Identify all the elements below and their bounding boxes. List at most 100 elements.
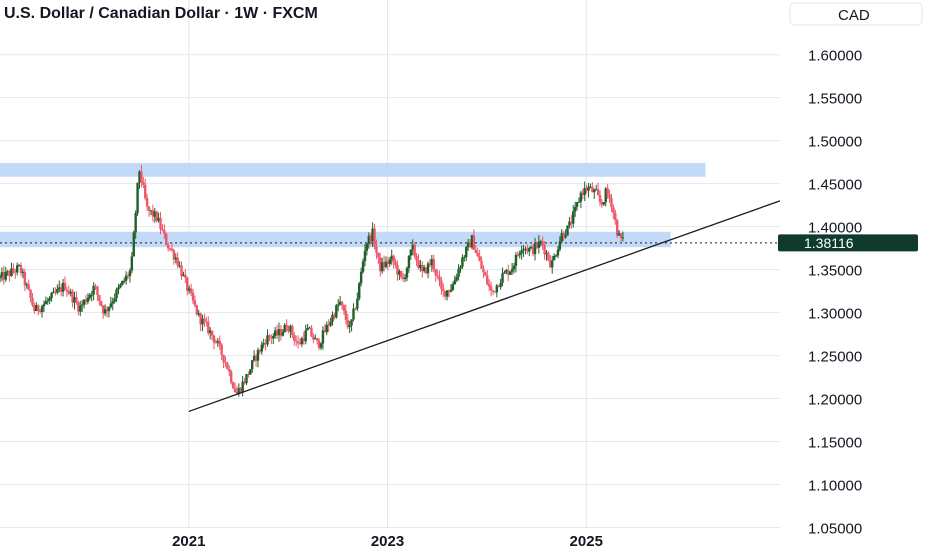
candle-body [136, 182, 139, 214]
candle-body [501, 273, 504, 283]
candle-body [191, 292, 195, 301]
candle-body [552, 256, 556, 261]
candle-body [50, 293, 53, 299]
candle-body [455, 276, 458, 281]
candle-body [432, 259, 435, 269]
candle-body [361, 261, 365, 272]
candle-body [256, 349, 260, 361]
price-axis-panel[interactable] [780, 0, 932, 550]
candle-body [121, 280, 124, 285]
candle-body [384, 261, 388, 268]
candle-body [80, 304, 84, 306]
candle-body [44, 301, 48, 305]
candle-body [382, 262, 386, 268]
candle-body [0, 272, 4, 277]
candle-body [398, 271, 401, 275]
candle-body [445, 290, 449, 297]
resistance-zone-1[interactable] [0, 231, 671, 248]
candle-body [442, 288, 445, 291]
candle-body [25, 284, 28, 286]
candle-body [176, 257, 179, 266]
candle-body [476, 252, 479, 257]
candle-body [472, 235, 476, 250]
candle-body [543, 245, 546, 255]
candle-body [262, 343, 265, 345]
candle-body [333, 314, 336, 318]
ascending-trendline[interactable] [188, 200, 781, 413]
candle-body [424, 267, 428, 274]
candle-body [260, 344, 263, 352]
candle-body [474, 249, 477, 253]
candle-body [470, 235, 474, 248]
candle-body [145, 198, 149, 207]
candle-body [380, 262, 384, 272]
candle-body [363, 250, 367, 262]
candle-body [589, 186, 592, 188]
candle-body [214, 342, 218, 344]
resistance-zone-0[interactable] [0, 163, 706, 177]
candle-body [493, 291, 497, 293]
candle-body [241, 381, 244, 392]
candle-body [100, 301, 103, 306]
candle-body [489, 286, 493, 291]
candle-body [42, 304, 46, 307]
candle-body [426, 263, 430, 274]
candle-body [369, 235, 372, 242]
candle-body [512, 265, 516, 270]
candle-body [109, 303, 113, 308]
candle-body [407, 255, 411, 269]
candle-body [377, 252, 380, 258]
candle-body [545, 252, 548, 255]
last-price-label: 1.38116 [804, 235, 854, 251]
candle-body [306, 327, 309, 331]
candle-body [144, 184, 147, 199]
time-tick-label-0: 2021 [172, 533, 205, 550]
candle-body [600, 202, 604, 205]
candle-body [134, 213, 137, 233]
currency-button-bg[interactable] [789, 2, 923, 26]
candle-body [375, 246, 378, 253]
candle-body [293, 335, 296, 341]
candle-body [400, 271, 403, 278]
candle-body [155, 211, 158, 221]
candle-body [436, 275, 439, 277]
candle-body [447, 290, 451, 292]
candle-body [40, 306, 44, 312]
candle-body [461, 257, 464, 267]
candle-body [2, 272, 6, 280]
candle-body [415, 255, 418, 261]
candle-body [617, 233, 621, 236]
candle-body [358, 283, 361, 299]
candle-body [207, 321, 210, 334]
candle-body [12, 268, 15, 272]
candle-body [298, 343, 302, 345]
candle-body [184, 274, 187, 278]
candle-body [434, 268, 437, 276]
candle-body [203, 318, 206, 322]
candle-body [128, 270, 132, 277]
time-axis: 2021 2023 2025 [172, 533, 603, 550]
candle-body [138, 171, 141, 183]
candle-body [222, 354, 225, 363]
candle-body [419, 264, 422, 268]
candle-body [273, 330, 277, 337]
candle-body [178, 265, 181, 267]
candle-body [583, 187, 586, 195]
candle-body [417, 260, 420, 268]
candle-body [468, 242, 472, 248]
candle-body [15, 265, 19, 273]
candle-body [388, 259, 392, 264]
candle-body [480, 260, 483, 269]
candle-body [197, 313, 200, 315]
candle-body [612, 207, 615, 213]
candle-body [327, 324, 330, 326]
candle-body [153, 211, 156, 217]
candle-body [37, 305, 40, 311]
candle-body [302, 338, 306, 342]
candle-body [606, 188, 609, 195]
candle-body [421, 264, 424, 272]
candle-body [566, 225, 569, 236]
candle-body [344, 310, 348, 320]
price-tick-label-4: 1.40000 [808, 220, 862, 237]
